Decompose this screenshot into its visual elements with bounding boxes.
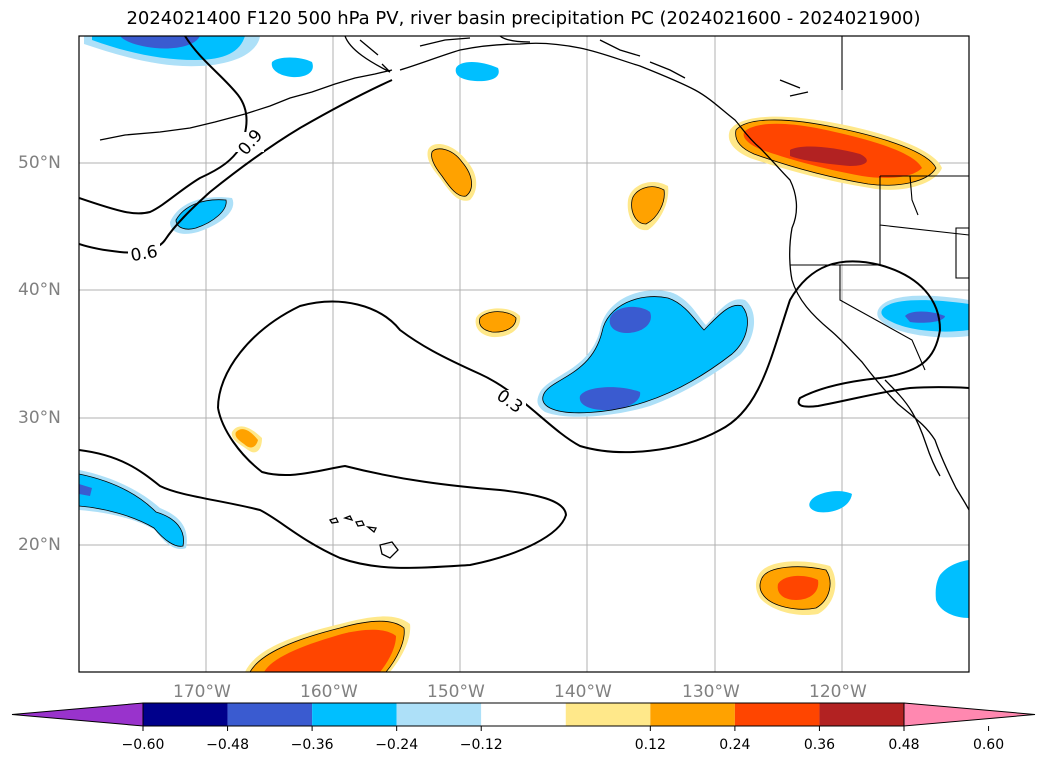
colorbar-box bbox=[650, 703, 735, 726]
coastlines bbox=[99, 36, 969, 511]
colorbar-tick-label: 0.48 bbox=[888, 737, 920, 753]
lat-label-20n: 20°N bbox=[18, 535, 61, 555]
colorbar-extend-high bbox=[903, 702, 1036, 727]
lon-label-120w: 120°W bbox=[809, 682, 867, 702]
lat-label-40n: 40°N bbox=[18, 280, 61, 300]
contour-label-0.9: 0.9 bbox=[234, 126, 267, 160]
colorbar-box bbox=[227, 703, 313, 726]
colorbar-box bbox=[734, 703, 820, 726]
colorbar-box bbox=[481, 703, 566, 726]
positive-anomaly-blobs bbox=[231, 116, 942, 672]
political-borders bbox=[790, 36, 969, 371]
negative-anomaly-blobs bbox=[79, 36, 969, 618]
colorbar-tick-label: −0.48 bbox=[206, 737, 249, 753]
lat-label-30n: 30°N bbox=[18, 408, 61, 428]
colorbar bbox=[11, 702, 1036, 731]
colorbar-tick-label: −0.36 bbox=[290, 737, 334, 753]
colorbar-box bbox=[396, 703, 482, 726]
colorbar-extend-low bbox=[11, 702, 144, 727]
colorbar-tick-label: −0.12 bbox=[459, 737, 503, 753]
colorbar-outline bbox=[142, 702, 905, 727]
map-frame bbox=[78, 35, 970, 673]
colorbar-box bbox=[143, 703, 228, 726]
colorbar-tick-label: −0.60 bbox=[121, 737, 165, 753]
colorbar-box bbox=[819, 703, 904, 726]
lon-label-130w: 130°W bbox=[682, 682, 740, 702]
colorbar-box bbox=[312, 703, 397, 726]
hawaii-islands bbox=[328, 515, 399, 559]
pv-contours bbox=[79, 36, 969, 569]
contour-label-0.6: 0.6 bbox=[129, 242, 159, 266]
map-title: 2024021400 F120 500 hPa PV, river basin … bbox=[126, 8, 921, 29]
colorbar-tick-label: 0.12 bbox=[634, 737, 666, 753]
anomaly-outlines bbox=[79, 119, 937, 672]
lon-label-140w: 140°W bbox=[554, 682, 612, 702]
lon-label-150w: 150°W bbox=[427, 682, 485, 702]
colorbar-tick-label: 0.24 bbox=[719, 737, 751, 753]
colorbar-tick-label: −0.24 bbox=[375, 737, 419, 753]
lon-label-170w: 170°W bbox=[173, 682, 231, 702]
colorbar-box bbox=[565, 703, 651, 726]
lon-label-160w: 160°W bbox=[300, 682, 358, 702]
lat-label-50n: 50°N bbox=[18, 153, 61, 173]
colorbar-tick-label: 0.60 bbox=[972, 737, 1005, 753]
colorbar-tick-label: 0.36 bbox=[803, 737, 836, 753]
